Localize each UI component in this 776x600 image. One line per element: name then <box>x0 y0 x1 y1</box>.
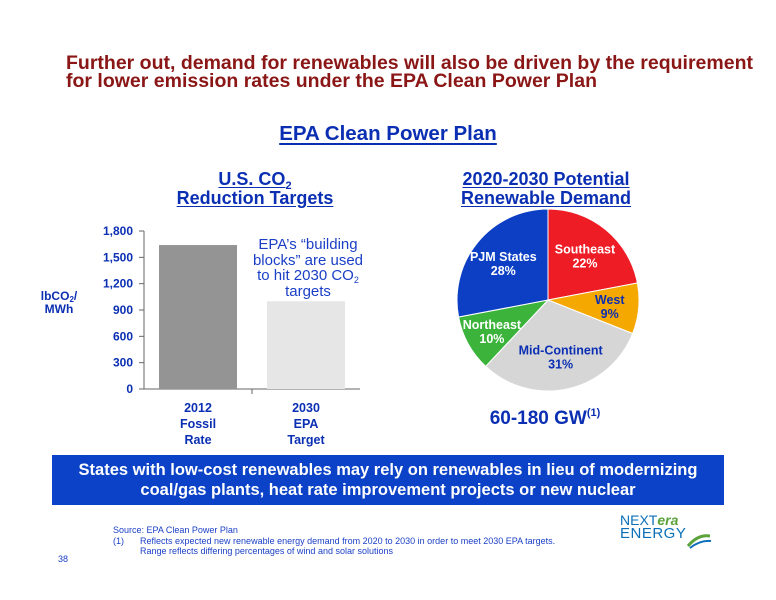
callout-text: EPA’s “building blocks” are used to hit … <box>252 236 364 284</box>
pie-slice-percent: 31% <box>548 358 573 372</box>
building-blocks-callout: EPA’s “building blocks” are used to hit … <box>248 237 368 299</box>
bar-y-tick-label: 300 <box>113 356 133 370</box>
logo-next: NEXT <box>620 512 658 528</box>
logo-energy: ENERGY <box>620 525 687 542</box>
callout-subscript: 2 <box>353 275 359 285</box>
bar-y-tick-label: 1,200 <box>103 277 133 291</box>
pie-slice-label: Southeast <box>555 242 616 256</box>
pie-slice-label: Northeast <box>463 318 522 332</box>
pie-slice-label: PJM States <box>470 250 537 264</box>
ylabel-text: lbCO <box>40 289 70 303</box>
section-title: EPA Clean Power Plan <box>279 122 497 145</box>
pie-title-line2: Renewable Demand <box>460 188 632 208</box>
pie-slice-percent: 9% <box>601 307 619 321</box>
bar-y-tick-label: 600 <box>113 329 133 343</box>
bar-y-tick-label: 1,500 <box>103 250 133 264</box>
bar-y-tick-label: 0 <box>126 382 133 396</box>
capacity-footnote-marker: (1) <box>586 407 601 419</box>
bar-title-subscript: 2 <box>285 180 292 192</box>
pie-title-line1: 2020-2030 Potential <box>462 169 630 189</box>
logo-era: era <box>657 512 679 528</box>
pie-slice-percent: 28% <box>491 264 516 278</box>
bar-y-axis-label: lbCO2/ MWh <box>30 290 88 316</box>
bar-y-tick-label: 900 <box>113 303 133 317</box>
ylabel-unit: / MWh <box>44 289 78 316</box>
pie-slice-label: Mid-Continent <box>519 344 604 358</box>
bar-y-tick-label: 1,800 <box>103 224 133 238</box>
bar-category-label: 2012 <box>184 401 212 415</box>
ylabel-subscript: 2 <box>69 295 74 304</box>
bar-title-text: U.S. CO <box>218 169 286 189</box>
pie-slice-label: West <box>595 293 625 307</box>
page-number: 38 <box>58 554 69 564</box>
bar-category-label: EPA <box>294 417 319 431</box>
callout-text-end: targets <box>285 282 331 300</box>
pie-slice-percent: 10% <box>479 332 504 346</box>
pie-chart-title: 2020-2030 Potential Renewable Demand <box>430 170 662 208</box>
bar-1 <box>159 245 237 389</box>
key-message-banner: States with low-cost renewables may rely… <box>52 455 724 505</box>
footnote-line-1: Reflects expected new renewable energy d… <box>140 536 556 546</box>
bar-category-label: Rate <box>184 433 211 447</box>
pie-slice-percent: 22% <box>572 256 597 270</box>
slide-headline: Further out, demand for renewables will … <box>66 52 753 92</box>
bar-category-label: Target <box>287 433 325 447</box>
footnote-marker: (1) <box>113 536 124 546</box>
bar-2 <box>267 301 345 389</box>
source-note: Source: EPA Clean Power Plan <box>113 525 238 535</box>
pie-slice-pjm-states <box>456 208 549 318</box>
logo-swoosh-icon <box>686 534 712 549</box>
nextera-energy-logo: NEXTera ENERGY <box>620 513 686 541</box>
pie-slice-southeast <box>547 208 638 301</box>
capacity-range: 60-180 GW(1) <box>470 408 620 430</box>
capacity-value: 60-180 GW <box>489 408 587 429</box>
bar-title-line2: Reduction Targets <box>176 188 334 208</box>
pie-slice-mid-continent <box>484 299 634 392</box>
bar-category-label: 2030 <box>292 401 320 415</box>
bar-chart-title: U.S. CO2 Reduction Targets <box>140 170 370 208</box>
footnote-line-2: Range reflects differing percentages of … <box>140 546 393 556</box>
bar-category-label: Fossil <box>180 417 216 431</box>
